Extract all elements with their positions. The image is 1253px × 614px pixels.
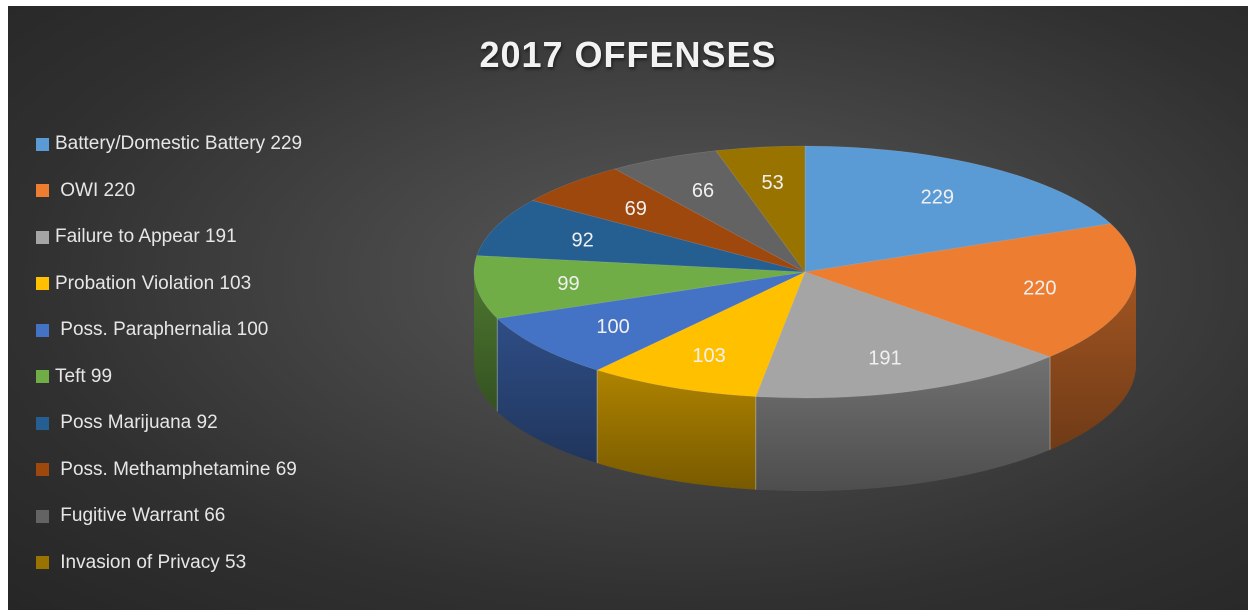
legend-swatch — [36, 463, 49, 476]
data-label: 69 — [625, 198, 647, 220]
legend-swatch — [36, 137, 49, 151]
pie-slice — [804, 145, 1112, 273]
data-label: 103 — [692, 345, 725, 367]
legend-item: OWI 220 — [36, 179, 135, 203]
legend-swatch — [36, 370, 49, 383]
pie-slice — [614, 150, 806, 273]
data-label: 66 — [692, 180, 714, 202]
pie-slice — [755, 271, 1051, 399]
data-label: 229 — [921, 187, 954, 209]
legend-item: Fugitive Warrant 66 — [36, 504, 225, 528]
legend-label: Failure to Appear 191 — [55, 226, 237, 247]
legend-label: Teft 99 — [55, 365, 113, 387]
data-label: 92 — [571, 229, 593, 251]
pie-slice-side-shading — [1049, 272, 1136, 450]
legend-swatch — [36, 323, 49, 337]
pie-slice — [596, 271, 806, 397]
legend-item: Failure to Appear 191 — [36, 225, 237, 249]
legend-item: Probation Violation 103 — [36, 272, 251, 296]
data-label: 53 — [761, 172, 783, 194]
legend-label: Poss. Paraphernalia 100 — [55, 319, 269, 340]
legend-item: Poss. Methamphetamine 69 — [36, 458, 297, 482]
pie-slice-side-shading — [497, 318, 598, 464]
data-label: 100 — [596, 316, 629, 338]
pie-slice — [804, 223, 1137, 358]
pie-slice — [476, 200, 806, 273]
legend-label: Fugitive Warrant 66 — [55, 505, 226, 526]
data-label: 99 — [557, 273, 579, 295]
legend-item: Invasion of Privacy 53 — [36, 551, 246, 575]
legend-item: Battery/Domestic Battery 229 — [36, 132, 302, 156]
legend-item: Poss Marijuana 92 — [36, 411, 218, 435]
legend-item: Poss. Paraphernalia 100 — [36, 318, 268, 342]
pie-slice — [473, 255, 806, 319]
chart-title: 2017 OFFENSES — [479, 34, 777, 75]
pie-chart: 229 220 191 103 100 99 92 69 66 53 — [473, 145, 1137, 492]
pie-slice-side-shading — [597, 370, 756, 490]
pie-slice — [531, 168, 806, 273]
legend-item: Teft 99 — [36, 365, 112, 389]
legend-label: Poss. Methamphetamine 69 — [55, 458, 297, 480]
pie-slice — [715, 145, 806, 273]
data-label: 191 — [868, 348, 901, 370]
legend-label: Invasion of Privacy 53 — [55, 551, 247, 573]
data-label: 220 — [1023, 278, 1056, 300]
legend-swatch — [36, 277, 49, 290]
chart-area: 2017 OFFENSES Battery/Domestic Battery 2… — [8, 6, 1248, 610]
legend-label: Probation Violation 103 — [55, 272, 252, 294]
pie-slice-side-shading — [474, 272, 498, 412]
legend-swatch — [36, 230, 49, 244]
legend-label: Poss Marijuana 92 — [55, 412, 218, 433]
pie-slice — [496, 271, 806, 371]
legend-swatch — [36, 184, 49, 197]
legend-label: Battery/Domestic Battery 229 — [55, 133, 303, 154]
legend-label: OWI 220 — [55, 179, 136, 201]
legend-swatch — [36, 416, 49, 430]
pie-slice-side-shading — [755, 356, 1050, 492]
legend-swatch — [36, 556, 49, 569]
legend-swatch — [36, 509, 49, 523]
